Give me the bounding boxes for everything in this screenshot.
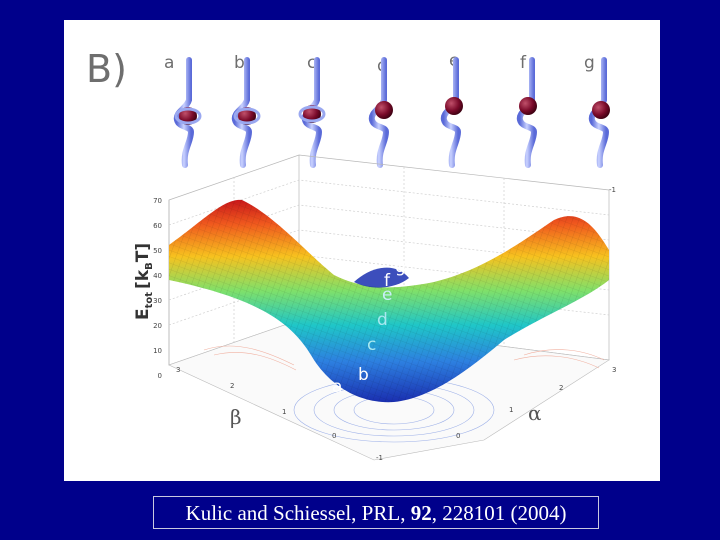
z-axis-ticks: 70 60 50 40 30 20 10 0 xyxy=(153,197,162,380)
beta-tick-label: 3 xyxy=(176,366,180,374)
conformation-f xyxy=(516,57,538,168)
citation: Kulic and Schiessel, PRL, 92, 228101 (20… xyxy=(153,496,599,529)
beta-tick-label: 2 xyxy=(230,382,234,390)
alpha-tick-label: 2 xyxy=(559,384,563,392)
surface-label-c: c xyxy=(367,335,376,355)
surface-label-a: a xyxy=(332,377,342,397)
z-tick-label: 50 xyxy=(153,247,162,255)
conformation-label-g: g xyxy=(584,53,595,73)
svg-text:Etot[kBT]: Etot[kBT] xyxy=(133,243,155,320)
conformation-a xyxy=(173,57,202,168)
z-tick-label: 60 xyxy=(153,222,162,230)
conformation-label-c: c xyxy=(307,53,316,73)
beta-tick-label: 1 xyxy=(282,408,286,416)
alpha-tick-label: 3 xyxy=(612,366,616,374)
alpha-axis-label: α xyxy=(528,401,542,425)
surface-label-d: d xyxy=(377,310,388,330)
energy-landscape-figure: B) a b c d e f g xyxy=(86,47,616,462)
surface-label-g: g xyxy=(395,257,406,277)
conformation-b xyxy=(231,57,261,168)
citation-authors: Kulic and Schiessel, PRL, xyxy=(185,501,406,525)
dna-wrap xyxy=(233,107,261,125)
z-tick-label: 30 xyxy=(153,297,162,305)
alpha-tick-label: 0 xyxy=(456,432,460,440)
citation-rest: , 228101 (2004) xyxy=(431,501,567,525)
z-axis-label: Etot[kBT] xyxy=(133,243,155,320)
surface-label-b: b xyxy=(358,365,369,385)
back-tick-label: -1 xyxy=(609,186,616,194)
beta-axis-ticks: 3 2 1 0 xyxy=(176,366,336,440)
alpha-axis-ticks: 3 2 1 0 -1 xyxy=(376,366,616,462)
beta-axis-label: β xyxy=(230,405,242,429)
z-tick-label: 70 xyxy=(153,197,162,205)
citation-volume: 92 xyxy=(410,501,432,525)
conformation-label-a: a xyxy=(164,53,174,73)
conformation-c xyxy=(298,57,326,168)
histone-bead xyxy=(592,101,610,119)
histone-bead xyxy=(519,97,537,115)
dna-wrap xyxy=(174,107,202,125)
alpha-tick-label: 1 xyxy=(509,406,513,414)
surface-label-f: f xyxy=(384,271,391,291)
energy-surface xyxy=(169,199,609,403)
z-tick-label: 40 xyxy=(153,272,162,280)
conformation-label-b: b xyxy=(234,53,245,73)
surface-label-e: e xyxy=(382,285,392,305)
conformation-e xyxy=(440,57,463,168)
figure-panel: B) a b c d e f g xyxy=(64,20,660,481)
z-tick-label: 20 xyxy=(153,322,162,330)
conformation-d xyxy=(368,57,393,168)
histone-bead xyxy=(179,107,197,125)
dna-wrap xyxy=(298,105,326,123)
histone-bead xyxy=(238,107,256,125)
surface-labels: a b c d e f g xyxy=(332,257,406,397)
z-tick-label: 10 xyxy=(153,347,162,355)
histone-bead xyxy=(375,101,393,119)
beta-tick-label: 0 xyxy=(332,432,336,440)
histone-bead xyxy=(445,97,463,115)
dna-rod xyxy=(231,57,253,168)
conformation-sketches xyxy=(173,57,610,168)
conformation-label-f: f xyxy=(520,53,527,73)
conformation-g xyxy=(588,57,610,168)
alpha-tick-label: -1 xyxy=(376,454,383,462)
z-tick-label: 0 xyxy=(158,372,162,380)
panel-label: B) xyxy=(86,47,127,91)
histone-bead xyxy=(303,105,321,123)
